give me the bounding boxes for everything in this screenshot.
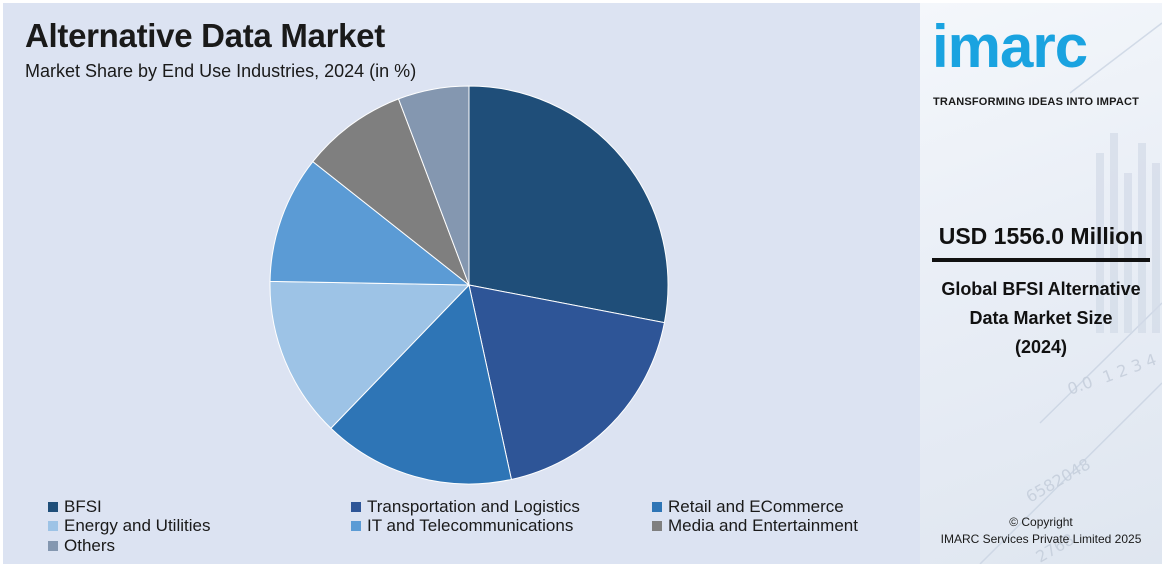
legend-item-transportation: Transportation and Logistics [351, 497, 580, 517]
legend-swatch [48, 541, 58, 551]
chart-title: Alternative Data Market [25, 17, 385, 54]
pie-slice-bfsi [468, 85, 669, 324]
pie-chart [269, 85, 669, 485]
divider [932, 258, 1150, 262]
copyright-line: IMARC Services Private Limited 2025 [940, 532, 1142, 546]
market-size-value: USD 1556.0 Million [938, 223, 1144, 249]
desc-line: Global BFSI Alternative [941, 279, 1141, 299]
legend-label: Transportation and Logistics [367, 497, 580, 516]
pie-slice-transportation-and-logistics [468, 284, 665, 481]
chart-subtitle: Market Share by End Use Industries, 2024… [25, 61, 417, 81]
legend-label: Media and Entertainment [668, 516, 858, 535]
desc-line: (2024) [1014, 337, 1068, 357]
chart-panel: Alternative Data Market Market Share by … [3, 3, 920, 564]
pie-slice-it-and-telecommunications [269, 160, 471, 286]
legend-swatch [351, 521, 361, 531]
pie-slice-others [397, 85, 470, 286]
pie-slice-energy-and-utilities [269, 280, 471, 429]
legend-swatch [351, 502, 361, 512]
copyright-line: © Copyright [1009, 515, 1073, 529]
pie-slice-retail-and-ecommerce [330, 283, 513, 485]
legend-item-media: Media and Entertainment [652, 516, 858, 536]
legend-swatch [652, 502, 662, 512]
legend-item-retail: Retail and ECommerce [652, 497, 844, 517]
legend-swatch [48, 502, 58, 512]
desc-line: Data Market Size [969, 308, 1113, 328]
copyright: © Copyright IMARC Services Private Limit… [920, 514, 1162, 548]
background-decoration: 0.0 1 2 3 4 6582048 2768 [979, 22, 1162, 564]
imarc-logo: imarc [932, 13, 1088, 80]
legend-swatch [48, 521, 58, 531]
legend-item-energy: Energy and Utilities [48, 516, 210, 536]
legend-label: Others [64, 536, 116, 555]
legend-label: IT and Telecommunications [367, 516, 574, 535]
legend-item-others: Others [48, 536, 115, 556]
legend-label: Retail and ECommerce [668, 497, 844, 516]
logo-tagline: TRANSFORMING IDEAS INTO IMPACT [933, 96, 1140, 108]
svg-text:6582048: 6582048 [1023, 454, 1094, 506]
pie-slice-media-and-entertainment [312, 98, 471, 287]
legend-label: BFSI [64, 497, 102, 516]
svg-text:0.0: 0.0 [1065, 372, 1095, 399]
side-panel: 0.0 1 2 3 4 6582048 2768 imarc TRANSFORM… [920, 3, 1162, 564]
legend-item-it: IT and Telecommunications [351, 516, 573, 536]
legend-label: Energy and Utilities [64, 516, 211, 535]
market-size-description: Global BFSI Alternative Data Market Size… [920, 275, 1162, 362]
legend-item-bfsi: BFSI [48, 497, 102, 517]
legend-swatch [652, 521, 662, 531]
